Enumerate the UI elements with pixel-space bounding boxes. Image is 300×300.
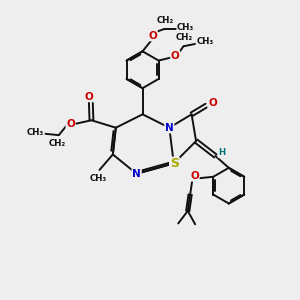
Text: O: O bbox=[208, 98, 217, 108]
Text: CH₃: CH₃ bbox=[196, 37, 214, 46]
Text: H: H bbox=[218, 148, 226, 158]
Text: CH₃: CH₃ bbox=[177, 23, 194, 32]
Text: O: O bbox=[190, 171, 199, 181]
Text: S: S bbox=[170, 158, 179, 170]
Text: CH₂: CH₂ bbox=[49, 139, 66, 148]
Text: O: O bbox=[148, 31, 157, 40]
Text: CH₂: CH₂ bbox=[176, 33, 193, 42]
Text: CH₃: CH₃ bbox=[27, 128, 44, 137]
Text: O: O bbox=[66, 119, 75, 129]
Text: O: O bbox=[171, 51, 179, 61]
Text: N: N bbox=[132, 169, 141, 179]
Text: O: O bbox=[85, 92, 94, 101]
Text: CH₂: CH₂ bbox=[157, 16, 174, 25]
Text: CH₃: CH₃ bbox=[90, 174, 107, 183]
Text: N: N bbox=[165, 123, 174, 133]
